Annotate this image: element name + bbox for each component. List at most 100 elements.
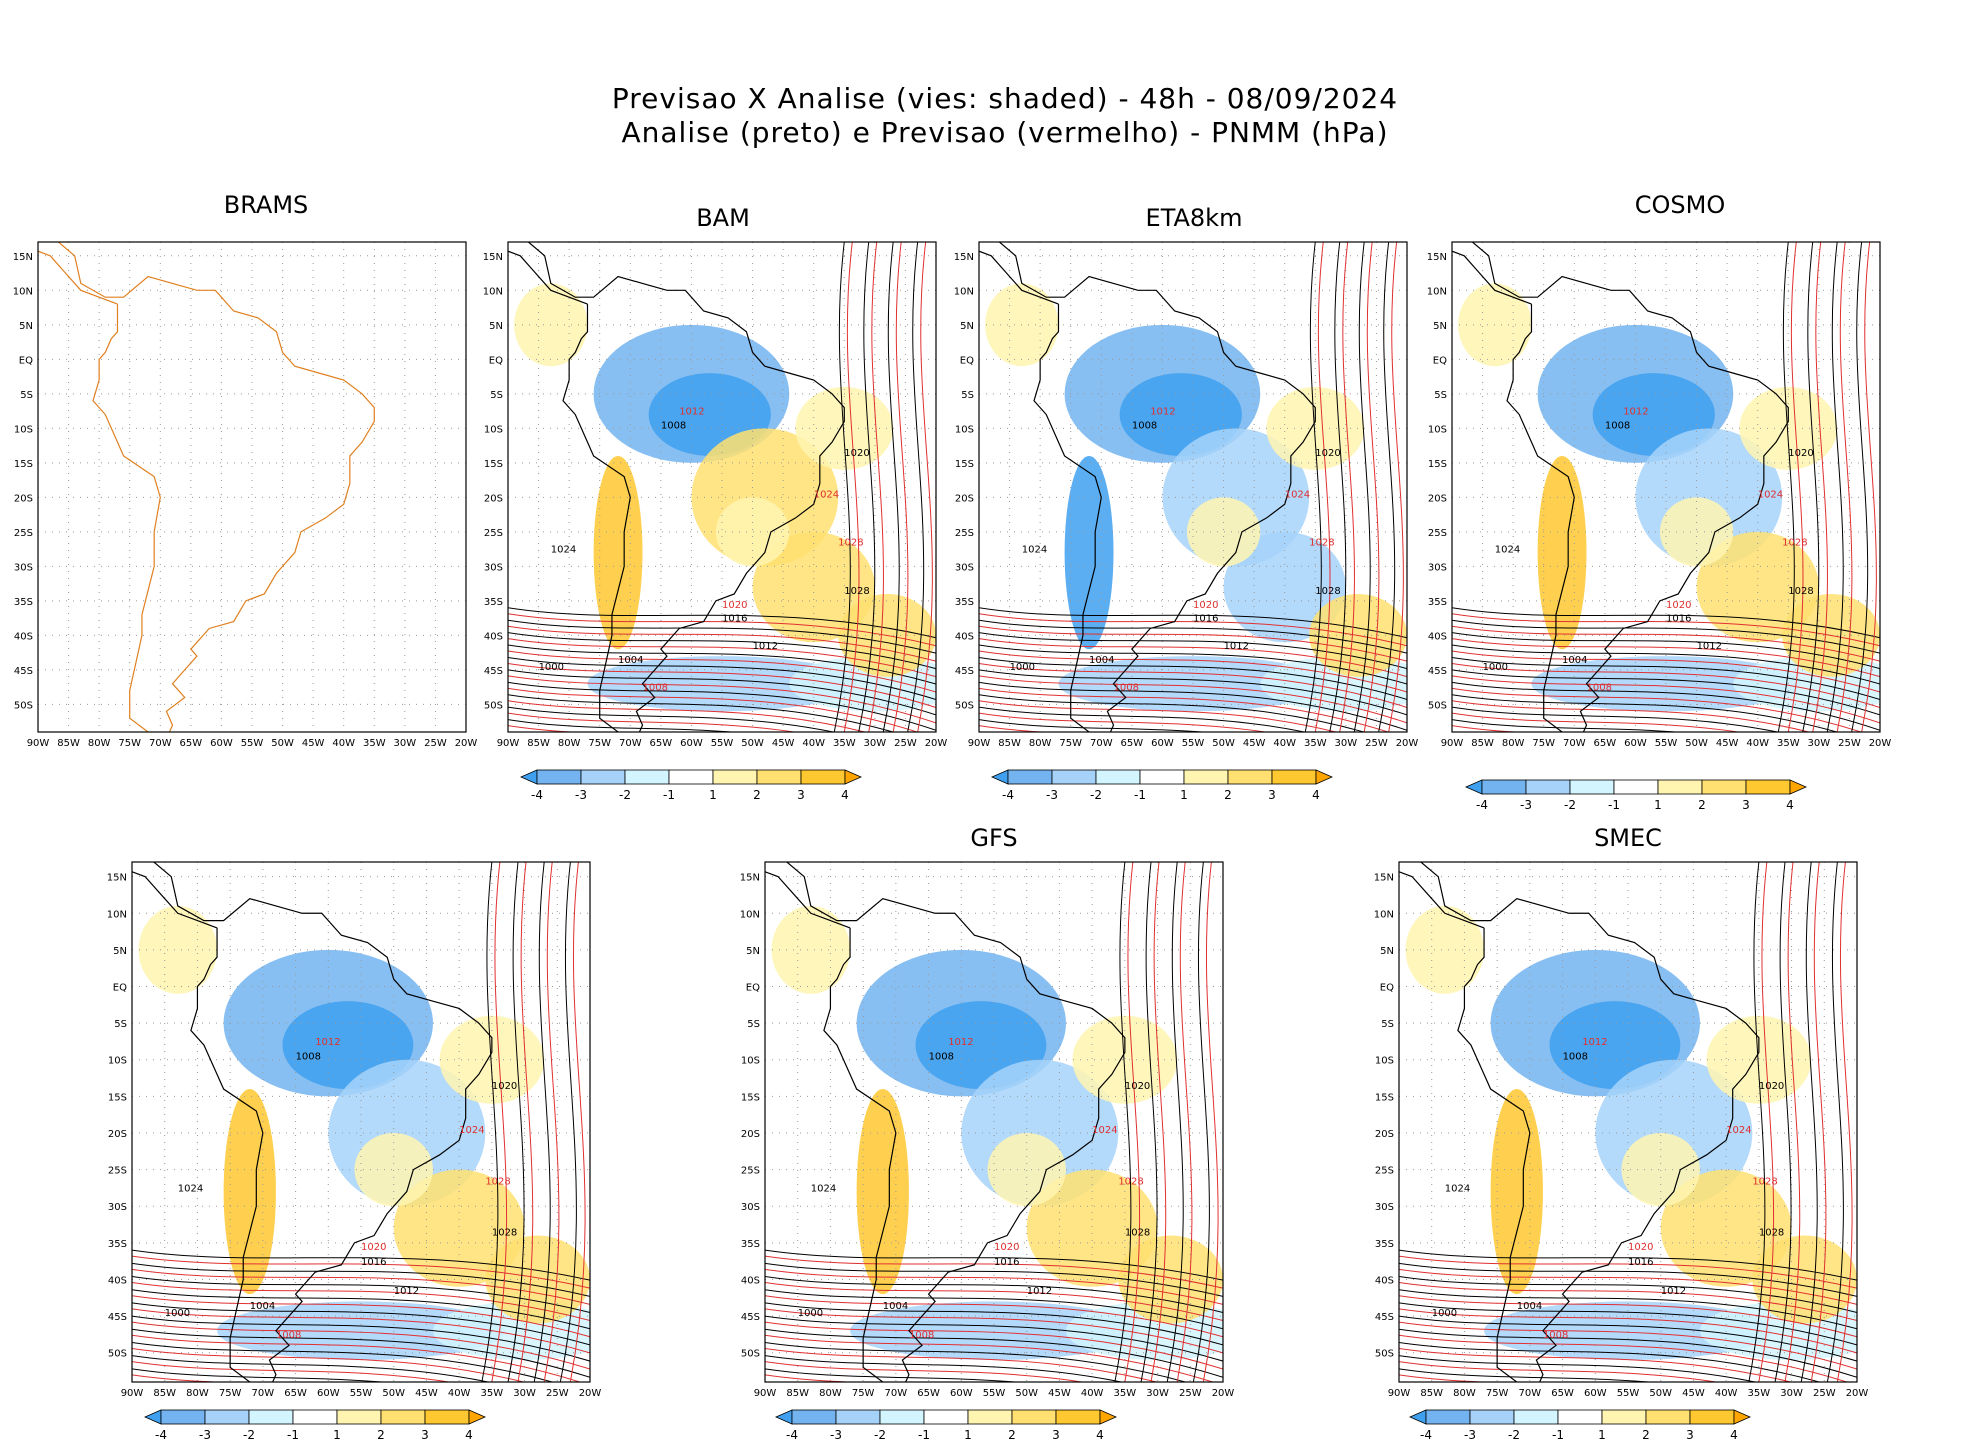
lat-tick-label: 25S	[1375, 1166, 1394, 1177]
lat-tick-label: 15N	[483, 252, 503, 263]
lon-tick-label: 85W	[57, 738, 80, 749]
colorbar-tick-label: 1	[964, 1428, 972, 1442]
lat-tick-label: 15N	[954, 252, 974, 263]
forecast-isobar-label: 1024	[1726, 1125, 1751, 1136]
lon-tick-label: 60W	[950, 1388, 973, 1399]
analysis-isobar-label: 1016	[361, 1257, 386, 1268]
colorbar-tick-label: -1	[1608, 798, 1620, 812]
panel-title: COSMO	[1634, 191, 1726, 219]
analysis-isobar-label: 1008	[929, 1052, 954, 1063]
lon-tick-label: 50W	[741, 738, 764, 749]
lon-tick-label: 70W	[619, 738, 642, 749]
lat-tick-label: 5S	[1434, 390, 1447, 401]
map-panel: 15N 10N 5N EQ 5S 10S 15S 20S 25S 30S 35S 40S 45S 50S 9…	[740, 861, 1234, 1399]
forecast-isobar-label: 1028	[485, 1176, 510, 1187]
lat-tick-label: 10S	[955, 424, 974, 435]
lon-tick-label: 25W	[894, 738, 917, 749]
lon-tick-label: 90W	[497, 738, 520, 749]
map-panel: 15N 10N 5N EQ 5S 10S 15S 20S 25S 30S 35S 40S 45S 50S 9…	[107, 861, 601, 1399]
forecast-isobar-label: 1020	[361, 1242, 386, 1253]
lon-tick-label: 30W	[1808, 738, 1831, 749]
colorbar-tick-label: -2	[1090, 788, 1102, 802]
lon-tick-label: 65W	[180, 738, 203, 749]
lat-tick-label: 10S	[1428, 424, 1447, 435]
colorbar-tick-label: 3	[1686, 1428, 1694, 1442]
lat-tick-label: EQ	[19, 355, 33, 366]
analysis-isobar-label: 1000	[798, 1308, 823, 1319]
lon-tick-label: 60W	[1151, 738, 1174, 749]
lat-tick-label: 35S	[14, 597, 33, 608]
analysis-isobar-label: 1024	[1495, 545, 1520, 556]
lon-tick-label: 90W	[1441, 738, 1464, 749]
colorbar-tick-label: 4	[1786, 798, 1794, 812]
forecast-isobar-label: 1020	[994, 1242, 1019, 1253]
lon-tick-label: 70W	[149, 738, 172, 749]
colorbar-tick-label: 4	[1730, 1428, 1738, 1442]
colorbar-tick-label: -3	[1520, 798, 1532, 812]
lat-tick-label: 50S	[108, 1349, 127, 1360]
colorbar-tick-label: 2	[377, 1428, 385, 1442]
lon-tick-label: 50W	[1212, 738, 1235, 749]
lat-tick-label: 5N	[1380, 946, 1394, 957]
lon-tick-label: 30W	[394, 738, 417, 749]
colorbar-tick-label: -3	[1464, 1428, 1476, 1442]
lat-tick-label: 20S	[14, 493, 33, 504]
colorbar-tick-label: 4	[1312, 788, 1320, 802]
lon-tick-label: 75W	[118, 738, 141, 749]
analysis-isobar-label: 1016	[994, 1257, 1019, 1268]
forecast-isobar-label: 1020	[1628, 1242, 1653, 1253]
lat-tick-label: 45S	[14, 666, 33, 677]
forecast-isobar-label: 1028	[1782, 538, 1807, 549]
lon-tick-label: 70W	[1090, 738, 1113, 749]
lon-tick-label: 55W	[1617, 1388, 1640, 1399]
analysis-isobar-label: 1008	[661, 420, 686, 431]
analysis-isobar-label: 1000	[1432, 1308, 1457, 1319]
forecast-isobar-label: 1024	[459, 1125, 484, 1136]
lon-tick-label: 80W	[1502, 738, 1525, 749]
forecast-isobar-label: 1012	[1150, 407, 1175, 418]
lon-tick-label: 25W	[1813, 1388, 1836, 1399]
lat-tick-label: 5N	[19, 321, 33, 332]
colorbar-tick-label: -2	[243, 1428, 255, 1442]
lon-tick-label: 35W	[481, 1388, 504, 1399]
lon-tick-label: 35W	[1748, 1388, 1771, 1399]
lat-tick-label: 35S	[955, 597, 974, 608]
lon-tick-label: 35W	[363, 738, 386, 749]
colorbar-tick-label: -4	[531, 788, 543, 802]
analysis-isobar-label: 1012	[1697, 641, 1722, 652]
lon-tick-label: 30W	[864, 738, 887, 749]
lat-tick-label: 50S	[1428, 700, 1447, 711]
lon-tick-label: 35W	[833, 738, 856, 749]
lon-tick-label: 80W	[1453, 1388, 1476, 1399]
analysis-isobar-label: 1020	[844, 448, 869, 459]
lat-tick-label: EQ	[489, 355, 503, 366]
lon-tick-label: 40W	[332, 738, 355, 749]
lat-tick-label: 25S	[955, 528, 974, 539]
lon-tick-label: 45W	[1048, 1388, 1071, 1399]
analysis-isobar-label: 1004	[1517, 1301, 1542, 1312]
lat-tick-label: 15N	[107, 873, 127, 884]
analysis-isobar-label: 1024	[1022, 545, 1047, 556]
map-panel: 15N 10N 5N EQ 5S 10S 15S 20S 25S 30S 35S 40S 45S 50S 9…	[1427, 241, 1891, 749]
analysis-isobar-label: 1004	[883, 1301, 908, 1312]
lon-tick-label: 75W	[1486, 1388, 1509, 1399]
map-panel: 15N 10N 5N EQ 5S 10S 15S 20S 25S 30S 35S 40S 45S 50S 9…	[483, 241, 947, 749]
analysis-isobar-label: 1000	[1483, 662, 1508, 673]
lon-tick-label: 65W	[917, 1388, 940, 1399]
colorbar-tick-label: 3	[421, 1428, 429, 1442]
lat-tick-label: 5N	[1433, 321, 1447, 332]
lon-tick-label: 60W	[680, 738, 703, 749]
lon-tick-label: 25W	[1179, 1388, 1202, 1399]
lon-tick-label: 25W	[1365, 738, 1388, 749]
lon-tick-label: 35W	[1777, 738, 1800, 749]
lat-tick-label: 30S	[14, 562, 33, 573]
lat-tick-label: 40S	[1428, 631, 1447, 642]
lat-tick-label: 25S	[484, 528, 503, 539]
lon-tick-label: 75W	[1059, 738, 1082, 749]
forecast-isobar-label: 1012	[1582, 1037, 1607, 1048]
lat-tick-label: 10N	[1374, 909, 1394, 920]
lon-tick-label: 75W	[852, 1388, 875, 1399]
lat-tick-label: 45S	[108, 1312, 127, 1323]
analysis-isobar-label: 1028	[844, 586, 869, 597]
lat-tick-label: EQ	[113, 983, 127, 994]
